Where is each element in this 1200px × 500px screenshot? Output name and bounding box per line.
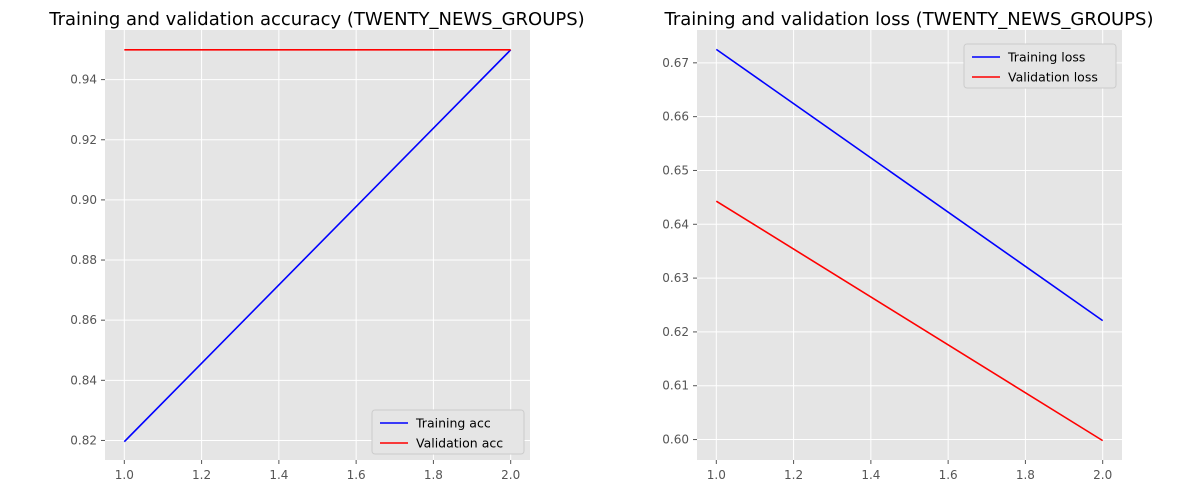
legend-label-training-loss: Training loss <box>1007 50 1085 65</box>
loss-y-tick-label-0-6: 0.60 <box>662 433 689 447</box>
acc-y-tick-label-0-82: 0.82 <box>70 433 97 447</box>
acc-y-tick-label-0-94: 0.94 <box>70 73 97 87</box>
acc-x-tick-label-1-2: 1.2 <box>192 468 211 482</box>
loss-x-tick-label-2: 2.0 <box>1093 468 1112 482</box>
loss-plot-area <box>697 30 1122 460</box>
series-line-validation-loss <box>715 200 1104 442</box>
loss-chart-title: Training and validation loss (TWENTY_NEW… <box>664 9 1154 30</box>
acc-y-tick-label-0-84: 0.84 <box>70 373 97 387</box>
loss-y-tick-label-0-66: 0.66 <box>662 110 689 124</box>
loss-x-tick-label-1: 1.0 <box>707 468 726 482</box>
acc-y-tick-label-0-86: 0.86 <box>70 313 97 327</box>
acc-x-tick-label-1-6: 1.6 <box>347 468 366 482</box>
acc-x-tick-label-1-8: 1.8 <box>424 468 443 482</box>
loss-y-tick-label-0-65: 0.65 <box>662 163 689 177</box>
loss-y-tick-label-0-63: 0.63 <box>662 271 689 285</box>
accuracy-chart: 1.0 1.2 1.4 1.6 1.8 2.0 0.82 0.84 0.86 0.88 0.90 0.… <box>48 9 584 482</box>
loss-x-tick-label-1-8: 1.8 <box>1016 468 1035 482</box>
legend-label-validation-acc: Validation acc <box>416 436 503 451</box>
acc-y-tick-label-0-88: 0.88 <box>70 253 97 267</box>
acc-y-tick-label-0-92: 0.92 <box>70 133 97 147</box>
series-line-training-acc <box>123 49 512 443</box>
acc-x-tick-label-2: 2.0 <box>501 468 520 482</box>
loss-ticks: 1.0 1.2 1.4 1.6 1.8 2.0 0.60 0.61 0.62 0.63 0.64 0.… <box>662 56 1112 482</box>
loss-y-tick-label-0-61: 0.61 <box>662 379 689 393</box>
accuracy-legend-box <box>371 409 525 455</box>
loss-lines <box>715 48 1104 442</box>
acc-y-tick-label-0-9: 0.90 <box>70 193 97 207</box>
accuracy-legend: Training acc Validation acc <box>371 409 525 455</box>
loss-y-tick-label-0-67: 0.67 <box>662 56 689 70</box>
legend-label-training-acc: Training acc <box>415 416 491 431</box>
loss-y-tick-label-0-64: 0.64 <box>662 217 689 231</box>
loss-legend-box <box>963 43 1117 89</box>
loss-chart: 1.0 1.2 1.4 1.6 1.8 2.0 0.60 0.61 0.62 0.63 0.64 0.… <box>662 9 1153 482</box>
legend-label-validation-loss: Validation loss <box>1008 70 1098 85</box>
accuracy-ticks: 1.0 1.2 1.4 1.6 1.8 2.0 0.82 0.84 0.86 0.88 0.90 0.… <box>70 73 520 482</box>
loss-x-tick-label-1-4: 1.4 <box>861 468 880 482</box>
acc-x-tick-label-1-4: 1.4 <box>269 468 288 482</box>
acc-x-tick-label-1: 1.0 <box>115 468 134 482</box>
loss-x-tick-label-1-6: 1.6 <box>939 468 958 482</box>
loss-x-tick-label-1-2: 1.2 <box>784 468 803 482</box>
loss-y-tick-label-0-62: 0.62 <box>662 325 689 339</box>
loss-legend: Training loss Validation loss <box>963 43 1117 89</box>
series-line-training-loss <box>715 48 1104 322</box>
accuracy-lines <box>123 49 512 443</box>
accuracy-chart-title: Training and validation accuracy (TWENTY… <box>48 9 584 30</box>
